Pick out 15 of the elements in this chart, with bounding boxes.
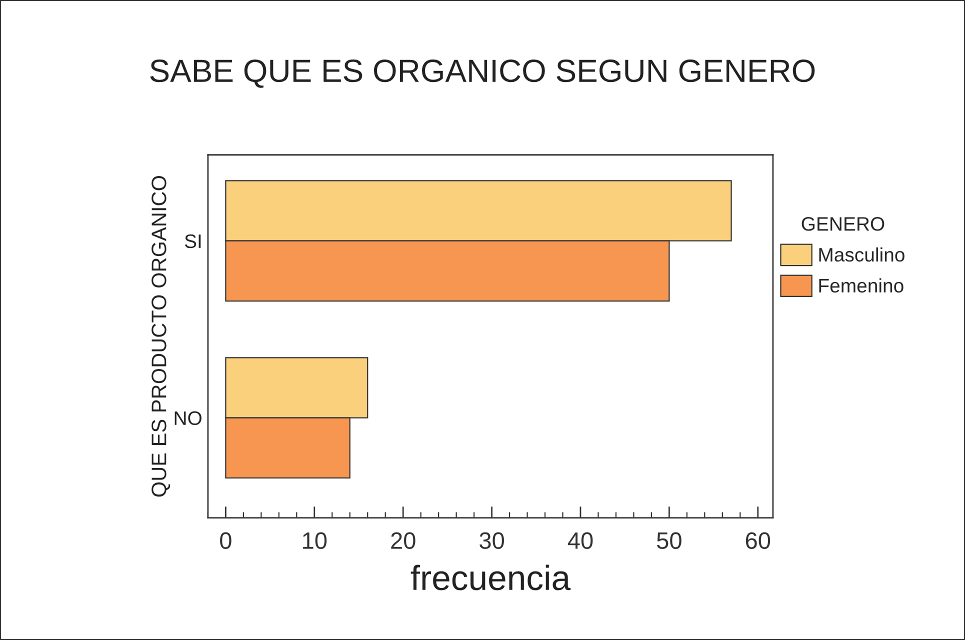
x-axis-title: frecuencia bbox=[410, 564, 571, 590]
y-tick-label: NO bbox=[174, 411, 202, 426]
x-tick-label: 20 bbox=[391, 532, 416, 549]
legend-label: Masculino bbox=[819, 247, 904, 262]
x-tick-label: 0 bbox=[220, 532, 232, 549]
y-axis-title: QUE ES PRODUCTO ORGANICO bbox=[152, 176, 170, 497]
x-tick-label: 30 bbox=[480, 532, 504, 549]
legend-title: GENERO bbox=[802, 217, 884, 231]
x-tick-label: 40 bbox=[568, 532, 593, 549]
x-tick-label: 50 bbox=[657, 532, 682, 549]
y-tick-label: SI bbox=[184, 234, 201, 248]
legend-label: Femenino bbox=[819, 278, 904, 293]
x-tick-label: 10 bbox=[303, 532, 327, 549]
x-tick-label: 60 bbox=[746, 532, 770, 549]
chart-title: SABE QUE ES ORGANICO SEGUN GENERO bbox=[150, 60, 815, 88]
